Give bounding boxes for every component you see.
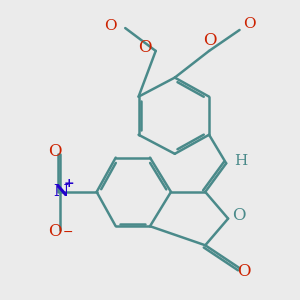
Text: O: O xyxy=(203,32,217,49)
Text: O: O xyxy=(243,17,255,31)
Text: O: O xyxy=(48,143,61,161)
Text: O: O xyxy=(104,19,117,33)
Text: O: O xyxy=(232,207,245,224)
Text: −: − xyxy=(63,225,73,239)
Text: O: O xyxy=(237,263,251,280)
Text: O: O xyxy=(138,39,152,56)
Text: N: N xyxy=(53,183,68,200)
Text: O: O xyxy=(48,224,61,240)
Text: H: H xyxy=(235,154,248,168)
Text: +: + xyxy=(64,177,74,190)
